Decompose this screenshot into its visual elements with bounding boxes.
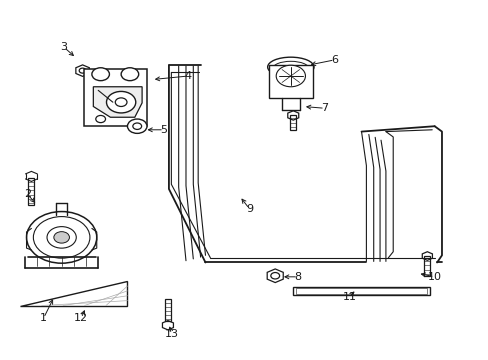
Text: 1: 1 bbox=[40, 313, 47, 323]
Text: 6: 6 bbox=[330, 55, 338, 65]
Bar bbox=[293, 287, 429, 296]
Text: 3: 3 bbox=[61, 42, 67, 52]
Text: 2: 2 bbox=[24, 189, 31, 199]
Circle shape bbox=[96, 116, 105, 123]
Text: 13: 13 bbox=[164, 329, 178, 339]
Circle shape bbox=[33, 217, 90, 258]
Circle shape bbox=[276, 65, 305, 87]
Text: 9: 9 bbox=[245, 204, 252, 214]
Bar bbox=[424, 256, 429, 276]
Text: 10: 10 bbox=[427, 272, 441, 282]
Polygon shape bbox=[20, 281, 127, 306]
Bar bbox=[83, 69, 147, 126]
Bar bbox=[290, 116, 296, 130]
Polygon shape bbox=[422, 252, 431, 260]
Text: 7: 7 bbox=[321, 103, 328, 113]
Circle shape bbox=[127, 119, 147, 134]
Polygon shape bbox=[266, 269, 283, 283]
Bar bbox=[296, 288, 426, 294]
Polygon shape bbox=[162, 320, 173, 330]
Ellipse shape bbox=[267, 57, 313, 77]
Text: 8: 8 bbox=[294, 272, 301, 282]
Text: 12: 12 bbox=[74, 313, 88, 323]
Circle shape bbox=[92, 68, 109, 81]
Text: 11: 11 bbox=[342, 292, 356, 302]
Ellipse shape bbox=[272, 61, 308, 76]
Bar bbox=[164, 299, 171, 320]
Polygon shape bbox=[93, 87, 142, 117]
Text: 5: 5 bbox=[160, 125, 167, 135]
Polygon shape bbox=[287, 111, 298, 120]
Circle shape bbox=[106, 91, 136, 113]
Circle shape bbox=[54, 231, 69, 243]
Bar bbox=[28, 178, 34, 205]
Bar bbox=[268, 65, 312, 98]
Polygon shape bbox=[76, 65, 89, 76]
Circle shape bbox=[26, 212, 97, 263]
Circle shape bbox=[47, 226, 76, 248]
Text: 4: 4 bbox=[184, 71, 192, 81]
Circle shape bbox=[121, 68, 139, 81]
